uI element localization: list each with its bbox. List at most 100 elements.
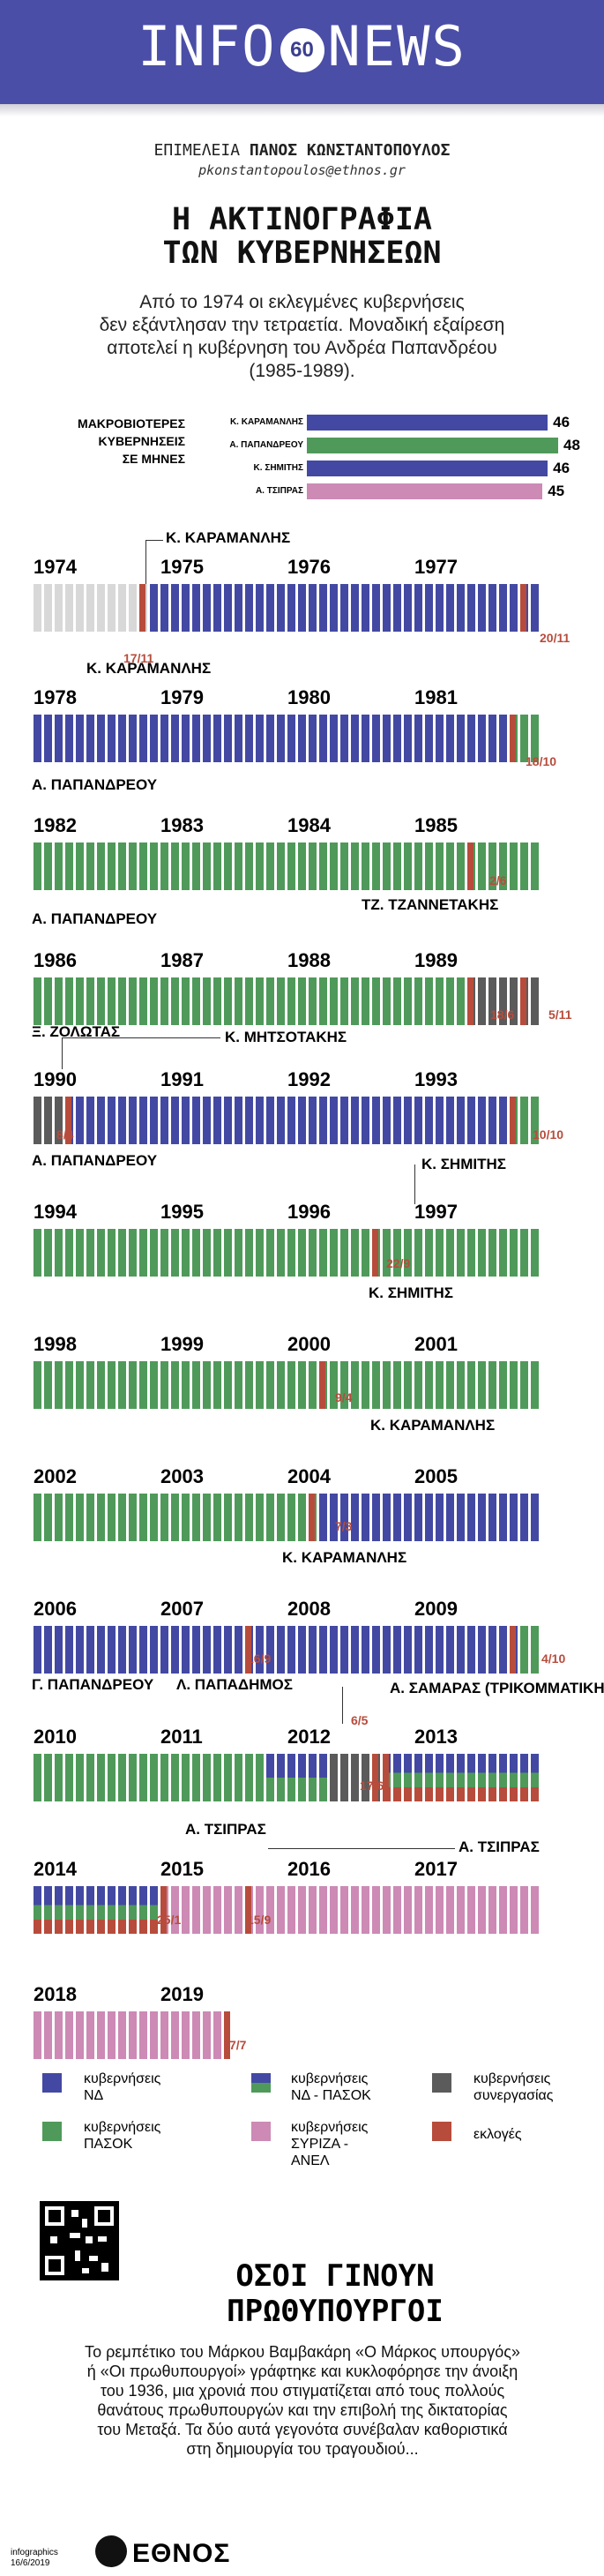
year-label: 1978 [34, 686, 77, 708]
month-bar [65, 1229, 73, 1277]
note: Ξ. ΖΟΛΩΤΑΣ [32, 1023, 121, 1040]
month-bar [488, 1229, 496, 1277]
month-bar [309, 1886, 317, 1934]
month-bar [457, 1097, 465, 1144]
month-bar [65, 1494, 73, 1541]
month-bar [510, 1494, 518, 1541]
month-bar [531, 1494, 539, 1541]
month-bar [108, 977, 116, 1025]
election-marker [245, 1626, 251, 1674]
date-label: 6/5 [351, 1713, 369, 1727]
month-bar [457, 1754, 465, 1801]
month-bar [446, 1494, 454, 1541]
month-bar [266, 1754, 274, 1801]
month-bar [150, 1886, 158, 1934]
election-marker [510, 1626, 516, 1674]
month-bar [245, 1097, 253, 1144]
month-bar [457, 584, 465, 632]
month-bar [44, 1626, 52, 1674]
year-label: 1976 [287, 556, 331, 578]
month-bar [245, 842, 253, 890]
month-bar [44, 977, 52, 1025]
month-bar [457, 1361, 465, 1409]
date-label: 22/9 [386, 1256, 411, 1270]
month-bar [372, 1886, 380, 1934]
month-bar [319, 977, 327, 1025]
date-label: 9/4 [335, 1390, 353, 1404]
ethnos-icon [95, 2535, 127, 2567]
month-bar [309, 1361, 317, 1409]
month-bar [478, 1097, 486, 1144]
election-marker [245, 1886, 251, 1934]
month-bar [182, 1097, 190, 1144]
month-bar [150, 1097, 158, 1144]
month-bar [277, 1361, 285, 1409]
month-bar [478, 1626, 486, 1674]
month-bar [118, 1361, 126, 1409]
election-marker [319, 1361, 325, 1409]
month-bar [436, 1097, 444, 1144]
credit-line1: infographics [11, 2548, 58, 2557]
month-bar [488, 1754, 496, 1801]
month-bar [372, 584, 380, 632]
legend-syriza-line2: ΣΥΡΙΖΑ - [291, 2137, 349, 2152]
month-bar [393, 1626, 401, 1674]
month-bar [97, 1361, 105, 1409]
month-bar [34, 2011, 41, 2059]
month-bar [224, 715, 232, 762]
year-label: 2013 [414, 1726, 458, 1748]
year-label: 2001 [414, 1333, 458, 1355]
month-bar [510, 1886, 518, 1934]
month-bar [266, 715, 274, 762]
year-label: 2000 [287, 1333, 331, 1355]
month-bar [531, 1097, 539, 1144]
legend-coalition-line2: συνεργασίας [474, 2088, 554, 2103]
month-bar [351, 1494, 359, 1541]
year-label: 2003 [160, 1465, 204, 1487]
month-bar [457, 1626, 465, 1674]
byline-label: ΕΠΙΜΕΛΕΙΑ [153, 141, 241, 160]
legend-elections: εκλογές [474, 2126, 522, 2143]
year-label: 2015 [160, 1858, 204, 1880]
year-label: 1998 [34, 1333, 77, 1355]
legend-elections-line1: εκλογές [474, 2127, 522, 2142]
month-bar [319, 1754, 327, 1801]
month-bar [467, 1097, 475, 1144]
month-bar [224, 1361, 232, 1409]
month-bar [150, 715, 158, 762]
year-label: 2016 [287, 1858, 331, 1880]
month-bar [139, 1229, 147, 1277]
year-label: 1977 [414, 556, 458, 578]
month-bar [393, 715, 401, 762]
month-bar [150, 584, 158, 632]
date-label: 10/10 [533, 1127, 564, 1142]
month-bar [76, 1754, 84, 1801]
month-bar [414, 1754, 422, 1801]
month-bar [118, 1626, 126, 1674]
year-label: 1987 [160, 949, 204, 971]
month-bar [340, 977, 348, 1025]
year-label: 1981 [414, 686, 458, 708]
election-marker [467, 977, 474, 1025]
month-bar [224, 1626, 232, 1674]
month-bar [457, 715, 465, 762]
month-bar [425, 584, 433, 632]
month-bar [55, 1229, 63, 1277]
month-bar [256, 1754, 264, 1801]
month-bar [86, 977, 94, 1025]
year-label: 1996 [287, 1201, 331, 1223]
legend-swatch-syriza [251, 2122, 271, 2141]
month-bar [362, 1626, 369, 1674]
month-bar [266, 1097, 274, 1144]
month-bar [425, 1886, 433, 1934]
month-bar [213, 715, 221, 762]
election-marker [467, 842, 474, 890]
month-bar [467, 1494, 475, 1541]
month-bar [256, 1361, 264, 1409]
month-bar [192, 1494, 200, 1541]
qr-code[interactable] [40, 2201, 119, 2280]
month-bar [44, 2011, 52, 2059]
month-bar [404, 1097, 412, 1144]
month-bar [203, 1494, 211, 1541]
month-bar [478, 715, 486, 762]
